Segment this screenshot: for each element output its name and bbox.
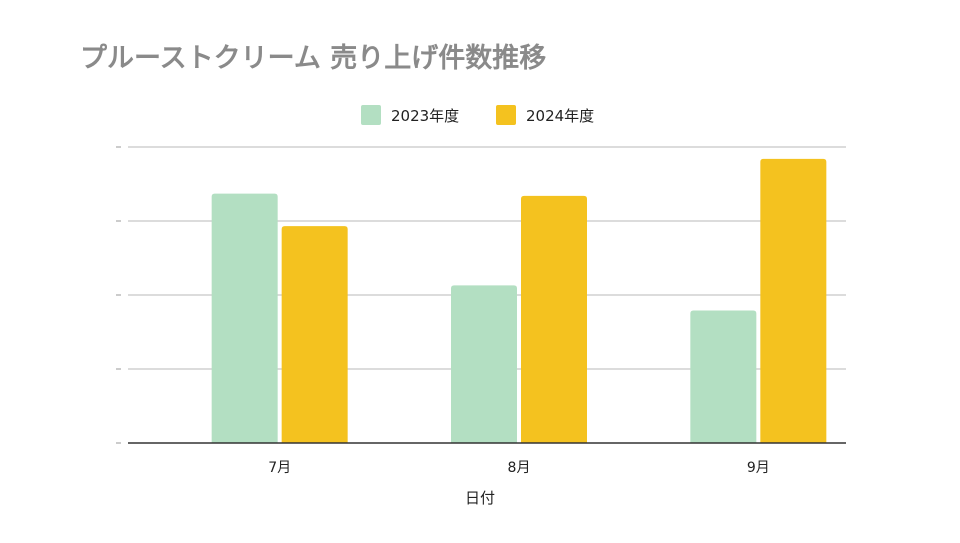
legend-swatch-2024 [496,105,516,125]
x-axis-title: 日付 [465,489,495,507]
bar-2024年度-8月 [521,195,587,443]
legend-swatch-2023 [361,105,381,125]
bar-2023年度-9月 [690,310,757,443]
legend-label-2023: 2023年度 [391,107,459,125]
x-tick-label: 8月 [508,460,531,476]
x-tick-label: 9月 [747,460,770,476]
bar-2023年度-8月 [451,285,517,443]
bar-2023年度-7月 [211,193,278,443]
legend-label-2024: 2024年度 [526,107,594,125]
bar-2024年度-7月 [281,226,348,443]
chart-title: プルーストクリーム 売り上げ件数推移 [80,43,546,74]
x-tick-labels: 7月 8月 9月 [268,460,770,476]
legend: 2023年度 2024年度 [361,105,594,125]
x-tick-label: 7月 [268,460,291,476]
bars [211,158,827,443]
bar-2024年度-9月 [760,158,827,443]
